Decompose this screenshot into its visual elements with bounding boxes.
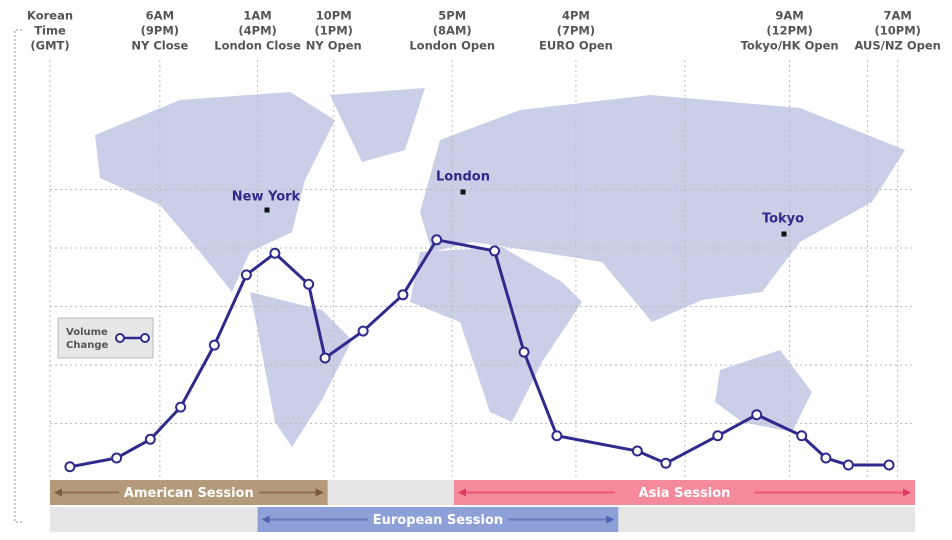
- time-label: London Close: [214, 39, 301, 53]
- time-label: (12PM): [766, 24, 812, 38]
- volume-point: [397, 289, 409, 301]
- city-label: London: [436, 170, 490, 185]
- time-label: (8AM): [433, 24, 472, 38]
- time-label: London Open: [409, 39, 495, 53]
- time-label: (10PM): [875, 24, 921, 38]
- legend-marker: [140, 333, 150, 343]
- volume-point: [269, 247, 281, 259]
- volume-point: [660, 457, 672, 469]
- volume-point: [796, 430, 808, 442]
- session-label: Asia Session: [639, 486, 731, 501]
- volume-point: [319, 352, 331, 364]
- volume-point: [551, 430, 563, 442]
- time-label: 1AM: [243, 9, 271, 23]
- session-label: European Session: [373, 513, 503, 528]
- volume-point: [631, 445, 643, 457]
- volume-point: [820, 452, 832, 464]
- legend-label: Change: [66, 340, 108, 351]
- city-label: Tokyo: [762, 212, 804, 227]
- city-marker: [781, 231, 787, 237]
- volume-point: [431, 234, 443, 246]
- session-label-bg: [614, 482, 755, 503]
- volume-point: [751, 409, 763, 421]
- time-label: Tokyo/HK Open: [741, 39, 839, 53]
- time-label: 10PM: [316, 9, 352, 23]
- volume-point: [64, 461, 76, 473]
- city-label: New York: [232, 190, 301, 205]
- time-label: NY Close: [131, 39, 188, 53]
- time-label: (7PM): [557, 24, 595, 38]
- city-marker: [264, 207, 270, 213]
- volume-point: [144, 433, 156, 445]
- time-label: 6AM: [146, 9, 174, 23]
- time-label: 4PM: [562, 9, 590, 23]
- volume-point: [489, 245, 501, 257]
- volume-point: [111, 452, 123, 464]
- time-axis-label: (GMT): [30, 39, 69, 53]
- time-label: AUS/NZ Open: [855, 39, 941, 53]
- volume-point: [175, 401, 187, 413]
- time-label: EURO Open: [539, 39, 613, 53]
- volume-point: [240, 269, 252, 281]
- time-label: 9AM: [775, 9, 803, 23]
- time-label: NY Open: [306, 39, 362, 53]
- time-bracket: [14, 29, 22, 523]
- session-label: American Session: [124, 486, 254, 501]
- volume-point: [303, 278, 315, 290]
- volume-point: [518, 346, 530, 358]
- session-label-bg: [367, 509, 508, 530]
- legend: Volume Change: [57, 317, 154, 359]
- volume-point: [208, 339, 220, 351]
- city-marker: [460, 189, 466, 195]
- session-label-bg: [118, 482, 259, 503]
- time-label: 5PM: [438, 9, 466, 23]
- volume-point: [842, 459, 854, 471]
- time-axis-label: Time: [34, 24, 66, 38]
- time-label: 7AM: [884, 9, 912, 23]
- volume-point: [357, 325, 369, 337]
- legend-label: Volume: [66, 327, 108, 338]
- legend-marker: [115, 333, 125, 343]
- time-axis-label: Korean: [27, 9, 73, 23]
- time-label: (1PM): [315, 24, 353, 38]
- volume-point: [883, 459, 895, 471]
- time-label: (9PM): [141, 24, 179, 38]
- world-map: [95, 88, 905, 447]
- volume-point: [712, 430, 724, 442]
- time-label: (4PM): [238, 24, 276, 38]
